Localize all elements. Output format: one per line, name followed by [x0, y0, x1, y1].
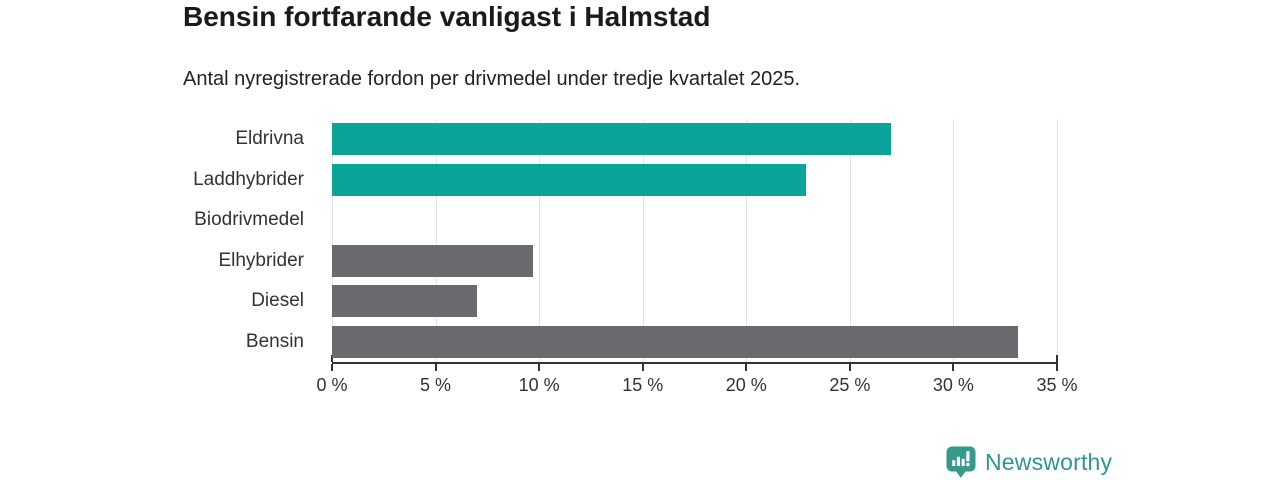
chart-title: Bensin fortfarande vanligast i Halmstad [183, 1, 711, 32]
x-axis-tick [538, 364, 541, 371]
chart-subtitle: Antal nyregistrerade fordon per drivmede… [183, 68, 801, 90]
gridline [332, 119, 333, 362]
gridline [849, 119, 851, 362]
plot-area: 0 % 5 % 10 % 15 % 20 % 25 % 30 % 35 % [316, 119, 1078, 395]
gridline [953, 119, 955, 362]
x-axis-end-cap [331, 355, 333, 362]
bar-chart: Eldrivna Laddhybrider Biodrivmedel Elhybrid… [150, 119, 1078, 419]
gridline [642, 119, 644, 362]
category-label: Eldrivna [235, 128, 304, 149]
gridline [435, 119, 437, 362]
gridline [1057, 119, 1058, 362]
x-axis-tick [1056, 364, 1058, 371]
x-axis-tick [641, 364, 644, 371]
x-tick-label: 20 % [725, 375, 767, 395]
x-axis-end-cap [1056, 355, 1058, 362]
category-label: Elhybrider [218, 249, 304, 271]
category-label: Diesel [251, 290, 304, 311]
x-tick-label: 30 % [932, 375, 974, 395]
x-tick-label: 35 % [1036, 375, 1078, 395]
category-label: Bensin [245, 330, 304, 352]
bar [332, 244, 533, 277]
bar [332, 123, 892, 156]
x-axis-tick [745, 364, 748, 371]
x-axis-line [332, 362, 1058, 364]
newsworthy-pin-bar-chart-icon [946, 446, 976, 478]
x-tick-label: 0 % [316, 375, 348, 395]
x-axis-tick [952, 364, 955, 371]
x-tick-label: 10 % [518, 375, 560, 395]
x-axis-tick [434, 364, 437, 371]
x-axis-tick [848, 364, 851, 371]
bar [332, 163, 807, 196]
newsworthy-logo: Newsworthy [946, 446, 1112, 479]
x-tick-label: 15 % [622, 375, 664, 395]
gridline [746, 119, 748, 362]
bar [332, 285, 477, 318]
newsworthy-logo-text: Newsworthy [985, 449, 1113, 475]
gridline [539, 119, 541, 362]
x-axis-tick [331, 364, 333, 371]
x-tick-label: 5 % [420, 375, 452, 395]
bar [332, 325, 1018, 358]
category-label: Laddhybrider [193, 168, 304, 190]
category-labels: Eldrivna Laddhybrider Biodrivmedel Elhybrid… [150, 119, 318, 362]
x-tick-label: 25 % [829, 375, 871, 395]
category-label: Biodrivmedel [194, 209, 304, 230]
